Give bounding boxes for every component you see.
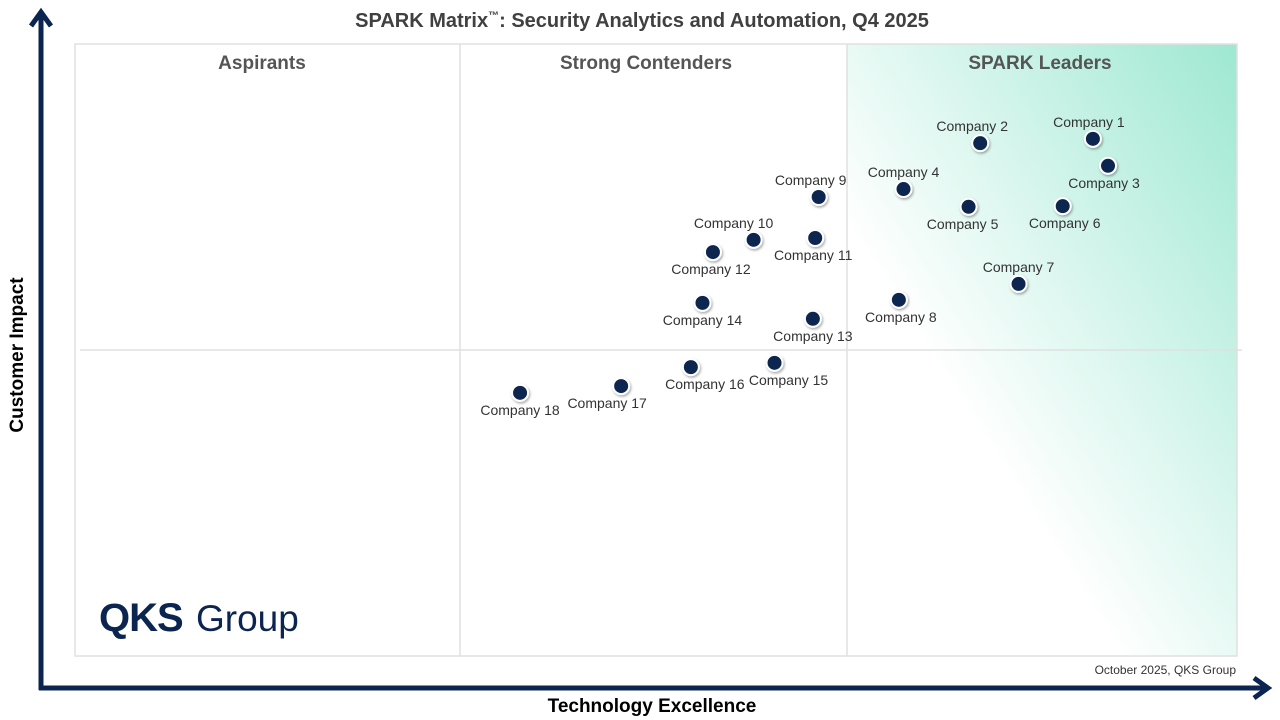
data-point-18: Company 18 (480, 383, 560, 418)
point-marker (681, 358, 700, 377)
point-label: Company 9 (775, 172, 847, 188)
point-marker (612, 377, 631, 396)
quadrant-label-aspirants: Aspirants (218, 53, 306, 74)
point-marker (1083, 129, 1102, 148)
point-label: Company 11 (774, 247, 853, 263)
data-point-13: Company 13 (773, 309, 853, 344)
svg-text:QKS: QKS (99, 596, 183, 640)
chart-title: SPARK Matrix™: Security Analytics and Au… (355, 10, 929, 32)
data-point-2: Company 2 (936, 118, 1008, 153)
point-label: Company 1 (1053, 114, 1125, 130)
point-marker (765, 353, 784, 372)
point-marker (744, 230, 763, 249)
point-marker (803, 309, 822, 328)
point-marker (806, 229, 825, 248)
data-point-16: Company 16 (665, 358, 745, 392)
data-point-4: Company 4 (868, 164, 940, 199)
point-marker (703, 243, 722, 262)
point-label: Company 17 (567, 395, 647, 411)
point-label: Company 2 (936, 118, 1008, 134)
quadrant-label-spark-leaders: SPARK Leaders (968, 53, 1111, 74)
data-point-10: Company 10 (694, 215, 774, 249)
footer-note: October 2025, QKS Group (1095, 663, 1237, 677)
y-axis-label: Customer Impact (7, 277, 28, 433)
point-label: Company 8 (865, 309, 937, 325)
data-point-14: Company 14 (663, 293, 743, 328)
data-point-15: Company 15 (749, 353, 829, 388)
point-label: Company 18 (480, 402, 560, 418)
data-points: Company 1 Company 2 Company 3 Company 4 Comp… (480, 114, 1140, 418)
point-label: Company 12 (671, 261, 751, 277)
point-marker (959, 197, 978, 216)
data-point-3: Company 3 (1068, 156, 1140, 191)
qks-group-logo: QKS Group (99, 596, 299, 640)
point-label: Company 4 (868, 164, 940, 180)
point-label: Company 10 (694, 215, 774, 231)
point-marker (511, 383, 530, 402)
point-marker (693, 293, 712, 312)
point-label: Company 16 (665, 376, 745, 392)
point-marker (894, 180, 913, 199)
point-label: Company 7 (983, 259, 1055, 275)
point-marker (1053, 197, 1072, 216)
data-point-12: Company 12 (671, 243, 751, 277)
x-axis-arrow (39, 675, 1273, 701)
point-label: Company 3 (1068, 175, 1140, 191)
data-point-7: Company 7 (983, 259, 1055, 293)
point-marker (889, 290, 908, 309)
y-axis-arrow (28, 7, 54, 690)
data-point-6: Company 6 (1029, 197, 1101, 231)
point-label: Company 5 (927, 216, 999, 232)
svg-text:Group: Group (196, 598, 299, 639)
x-axis-label: Technology Excellence (548, 696, 757, 717)
point-label: Company 15 (749, 372, 829, 388)
point-marker (809, 188, 828, 206)
data-point-11: Company 11 (774, 229, 853, 263)
quadrant-label-strong-contenders: Strong Contenders (560, 53, 732, 74)
point-marker (971, 134, 990, 153)
data-point-8: Company 8 (865, 290, 937, 325)
data-point-1: Company 1 (1053, 114, 1125, 148)
point-label: Company 14 (663, 312, 743, 328)
point-marker (1099, 156, 1118, 175)
point-marker (1009, 274, 1028, 293)
data-point-9: Company 9 (775, 172, 847, 206)
point-label: Company 13 (773, 328, 853, 344)
data-point-5: Company 5 (927, 197, 999, 232)
point-label: Company 6 (1029, 215, 1101, 231)
data-point-17: Company 17 (567, 377, 647, 411)
